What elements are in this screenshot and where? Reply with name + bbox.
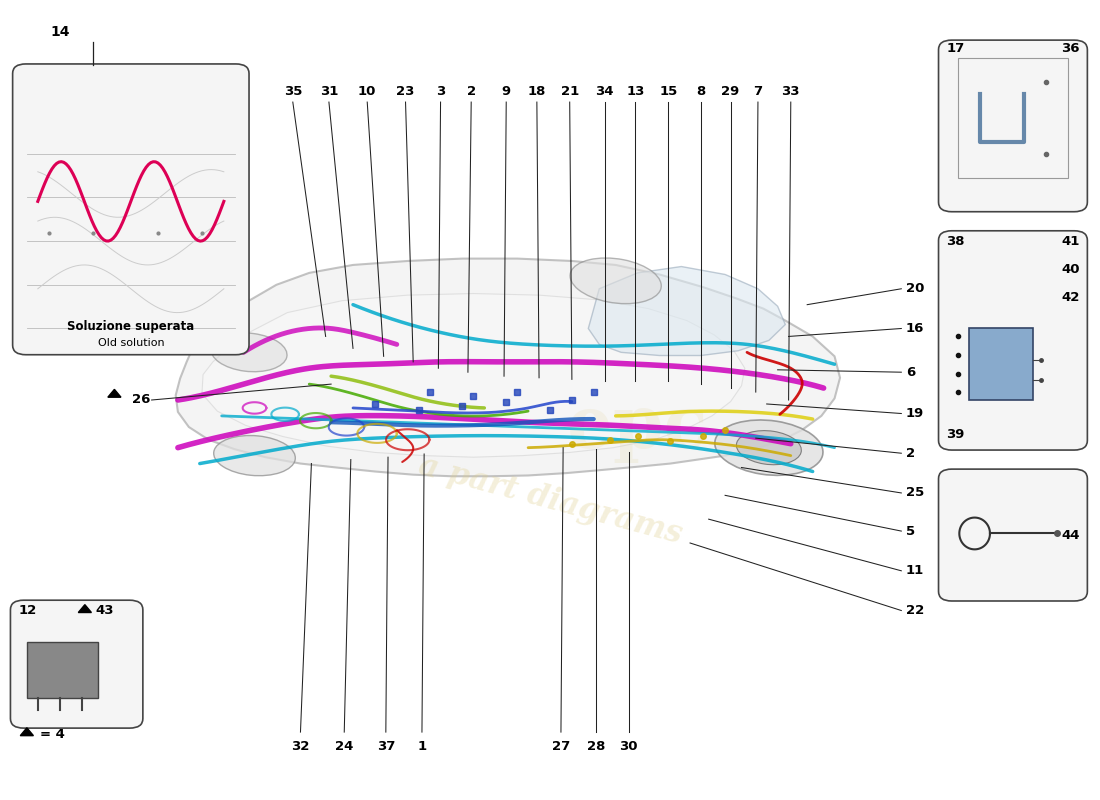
Text: 10: 10: [358, 85, 376, 98]
Text: 5: 5: [905, 525, 915, 538]
Text: 3: 3: [436, 85, 446, 98]
Text: 35: 35: [284, 85, 302, 98]
Text: 20: 20: [905, 282, 924, 295]
Text: Old solution: Old solution: [98, 338, 164, 348]
Text: 6: 6: [905, 366, 915, 378]
Ellipse shape: [736, 430, 802, 465]
Text: epc: epc: [568, 392, 707, 462]
Text: 39: 39: [946, 428, 965, 441]
Text: = 4: = 4: [40, 728, 65, 741]
Text: 13: 13: [626, 85, 645, 98]
Text: 15: 15: [659, 85, 678, 98]
Text: 40: 40: [1062, 263, 1080, 276]
Polygon shape: [588, 266, 785, 355]
Bar: [969, 329, 1033, 400]
Text: 34: 34: [595, 85, 614, 98]
Bar: [958, 58, 1068, 178]
Text: a part diagrams: a part diagrams: [415, 450, 685, 550]
Polygon shape: [202, 294, 745, 457]
Text: 11: 11: [905, 564, 924, 578]
Text: 38: 38: [946, 235, 965, 248]
Text: 36: 36: [1062, 42, 1080, 55]
Text: 14: 14: [50, 25, 69, 39]
Ellipse shape: [211, 333, 287, 372]
Text: 18: 18: [528, 85, 546, 98]
Text: 32: 32: [292, 740, 310, 753]
Text: 1: 1: [417, 740, 427, 753]
Polygon shape: [20, 728, 33, 736]
Text: 33: 33: [781, 85, 800, 98]
Text: 8: 8: [696, 85, 706, 98]
Polygon shape: [176, 258, 840, 476]
Text: 37: 37: [376, 740, 395, 753]
FancyBboxPatch shape: [12, 64, 249, 354]
Text: 2: 2: [466, 85, 476, 98]
Text: 30: 30: [619, 740, 638, 753]
Text: 42: 42: [1062, 290, 1080, 304]
Text: 44: 44: [1062, 529, 1080, 542]
Text: 24: 24: [336, 740, 353, 753]
Text: 22: 22: [905, 604, 924, 617]
Text: 12: 12: [18, 604, 36, 617]
Text: 16: 16: [905, 322, 924, 335]
Text: 41: 41: [1062, 235, 1080, 248]
FancyBboxPatch shape: [938, 230, 1088, 450]
Polygon shape: [78, 605, 91, 613]
Text: 2: 2: [905, 446, 915, 460]
Text: 28: 28: [586, 740, 605, 753]
FancyBboxPatch shape: [938, 40, 1088, 212]
Text: 7: 7: [754, 85, 762, 98]
Text: 27: 27: [552, 740, 570, 753]
Text: 17: 17: [946, 42, 965, 55]
Text: 21: 21: [561, 85, 579, 98]
FancyBboxPatch shape: [938, 469, 1088, 601]
Text: 26: 26: [132, 394, 151, 406]
Polygon shape: [108, 390, 121, 398]
Text: 29: 29: [722, 85, 739, 98]
Bar: [26, 642, 98, 698]
Ellipse shape: [570, 258, 661, 304]
Text: 23: 23: [396, 85, 415, 98]
Ellipse shape: [715, 420, 823, 475]
Ellipse shape: [213, 435, 295, 476]
Text: 25: 25: [905, 486, 924, 499]
Text: Soluzione superata: Soluzione superata: [67, 320, 195, 333]
FancyBboxPatch shape: [10, 600, 143, 728]
Text: 31: 31: [320, 85, 338, 98]
Text: 19: 19: [905, 407, 924, 420]
Text: 9: 9: [502, 85, 510, 98]
Text: 43: 43: [96, 604, 114, 617]
